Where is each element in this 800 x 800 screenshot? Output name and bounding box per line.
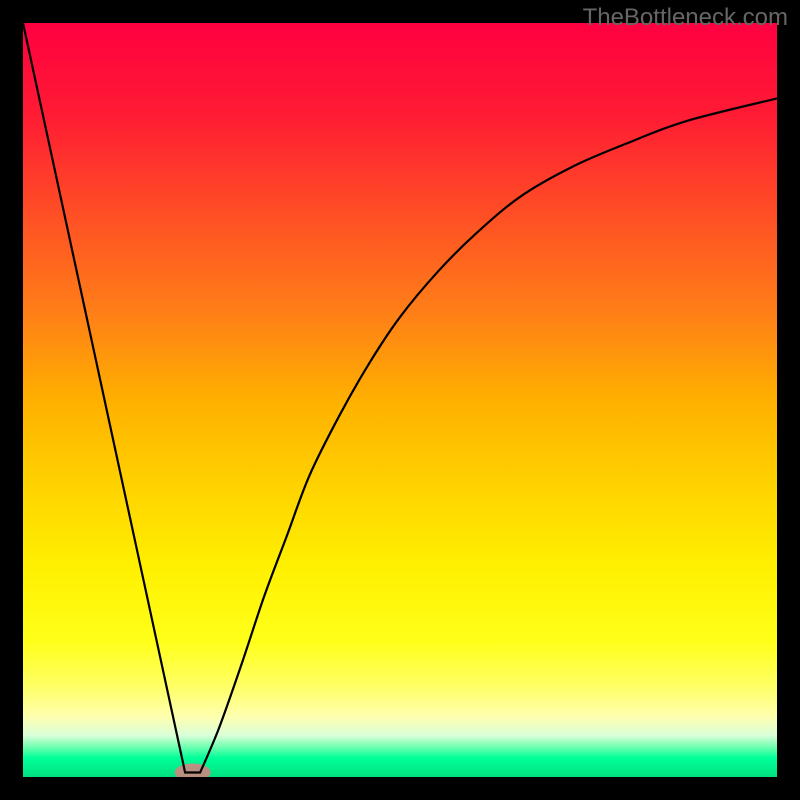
bottleneck-chart <box>0 0 800 800</box>
attribution-text: TheBottleneck.com <box>583 4 788 32</box>
chart-background <box>23 23 777 777</box>
chart-container: TheBottleneck.com <box>0 0 800 800</box>
